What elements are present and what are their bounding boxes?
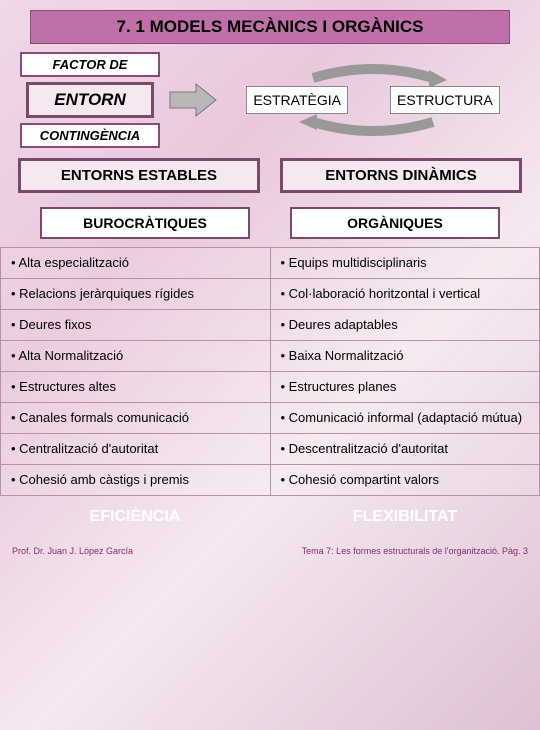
table-row: • Deures fixos• Deures adaptables — [1, 310, 540, 341]
cell-left: • Deures fixos — [1, 310, 271, 341]
table-row: • Alta especialització• Equips multidisc… — [1, 248, 540, 279]
factor-column: FACTOR DE ENTORN CONTINGÈNCIA — [20, 52, 160, 148]
cell-left: • Alta especialització — [1, 248, 271, 279]
top-row: FACTOR DE ENTORN CONTINGÈNCIA ESTRATÈGIA… — [0, 52, 540, 148]
cell-left: • Cohesió amb càstigs i premis — [1, 465, 271, 496]
arrow-right-icon — [168, 82, 218, 118]
header-stable: ENTORNS ESTABLES — [18, 158, 260, 193]
factor-bottom-label: CONTINGÈNCIA — [20, 123, 160, 148]
cell-left: • Centralització d'autoritat — [1, 434, 271, 465]
entorn-box: ENTORN — [26, 82, 154, 118]
cell-left: • Canales formals comunicació — [1, 403, 271, 434]
cell-left: • Alta Normalització — [1, 341, 271, 372]
cell-right: • Cohesió compartint valors — [270, 465, 540, 496]
footer-left: EFICIÈNCIA — [0, 496, 270, 540]
cell-left: • Estructures altes — [1, 372, 271, 403]
cell-right: • Estructures planes — [270, 372, 540, 403]
estrategia-box: ESTRATÈGIA — [246, 86, 348, 114]
estructura-box: ESTRUCTURA — [390, 86, 500, 114]
footer-labels: EFICIÈNCIA FLEXIBILITAT — [0, 496, 540, 540]
section-title: 7. 1 MODELS MECÀNICS I ORGÀNICS — [30, 10, 510, 44]
cell-right: • Descentralització d'autoritat — [270, 434, 540, 465]
page-label: Tema 7: Les formes estructurals de l'org… — [302, 546, 528, 556]
subtype-row: BUROCRÀTIQUES ORGÀNIQUES — [0, 201, 540, 245]
table-row: • Alta Normalització• Baixa Normalitzaci… — [1, 341, 540, 372]
sub-organic: ORGÀNIQUES — [290, 207, 500, 239]
table-row: • Cohesió amb càstigs i premis• Cohesió … — [1, 465, 540, 496]
table-row: • Relacions jeràrquiques rígides• Col·la… — [1, 279, 540, 310]
footer-right: FLEXIBILITAT — [270, 496, 540, 540]
cell-right: • Equips multidisciplinaris — [270, 248, 540, 279]
factor-top-label: FACTOR DE — [20, 52, 160, 77]
cell-left: • Relacions jeràrquiques rígides — [1, 279, 271, 310]
sub-burocratic: BUROCRÀTIQUES — [40, 207, 250, 239]
table-row: • Canales formals comunicació• Comunicac… — [1, 403, 540, 434]
table-row: • Centralització d'autoritat• Descentral… — [1, 434, 540, 465]
cell-right: • Col·laboració horitzontal i vertical — [270, 279, 540, 310]
cell-right: • Deures adaptables — [270, 310, 540, 341]
author-label: Prof. Dr. Juan J. López García — [12, 546, 133, 556]
comparison-table: • Alta especialització• Equips multidisc… — [0, 247, 540, 496]
cell-right: • Baixa Normalització — [270, 341, 540, 372]
header-dynamic: ENTORNS DINÀMICS — [280, 158, 522, 193]
cell-right: • Comunicació informal (adaptació mútua) — [270, 403, 540, 434]
page-footer: Prof. Dr. Juan J. López García Tema 7: L… — [0, 540, 540, 560]
cycle-diagram: ESTRATÈGIA ESTRUCTURA — [226, 86, 520, 114]
table-row: • Estructures altes• Estructures planes — [1, 372, 540, 403]
environment-headers: ENTORNS ESTABLES ENTORNS DINÀMICS — [0, 154, 540, 197]
